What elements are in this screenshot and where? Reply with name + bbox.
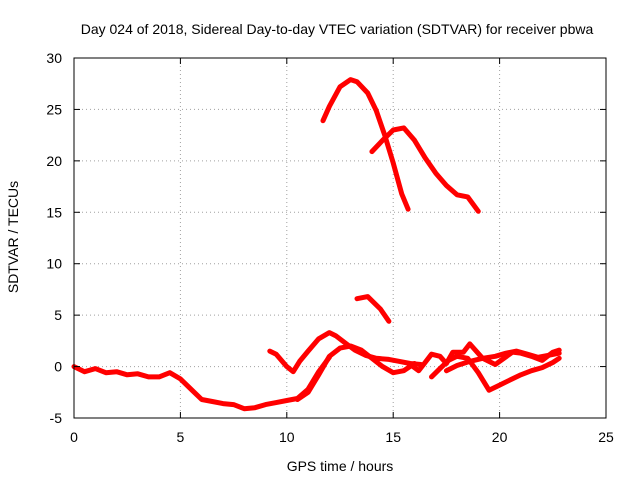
series-line-track-f bbox=[369, 125, 481, 214]
chart-title: Day 024 of 2018, Sidereal Day-to-day VTE… bbox=[81, 21, 594, 37]
y-tick-label: 25 bbox=[46, 101, 62, 117]
y-tick-label: -5 bbox=[50, 410, 63, 426]
series-line-track-h bbox=[429, 353, 562, 393]
x-tick-label: 15 bbox=[385, 429, 401, 445]
tick-labels: 0 5 10 15 20 25 -5 0 5 10 15 20 25 30 bbox=[46, 50, 614, 445]
plot-frame bbox=[73, 57, 607, 419]
x-tick-label: 5 bbox=[177, 429, 185, 445]
axis-ticks bbox=[73, 57, 607, 419]
series-line-track-c bbox=[294, 343, 417, 402]
x-tick-label: 0 bbox=[70, 429, 78, 445]
series-line-track-b bbox=[267, 330, 424, 375]
y-axis-label: SDTVAR / TECUs bbox=[5, 181, 21, 293]
series-line-track-d bbox=[320, 77, 411, 212]
y-tick-label: 0 bbox=[54, 359, 62, 375]
series-line-track-a bbox=[71, 354, 332, 412]
y-tick-label: 5 bbox=[54, 307, 62, 323]
x-axis-label: GPS time / hours bbox=[287, 458, 394, 474]
y-tick-label: 30 bbox=[46, 50, 62, 66]
y-tick-label: 10 bbox=[46, 256, 62, 272]
grid bbox=[74, 58, 606, 418]
x-tick-label: 20 bbox=[492, 429, 508, 445]
series-line-track-i bbox=[443, 348, 562, 374]
y-tick-label: 15 bbox=[46, 204, 62, 220]
plot-area bbox=[71, 77, 562, 412]
x-tick-label: 25 bbox=[598, 429, 614, 445]
series-line-track-e bbox=[354, 294, 392, 324]
x-tick-label: 10 bbox=[279, 429, 295, 445]
y-tick-label: 20 bbox=[46, 153, 62, 169]
